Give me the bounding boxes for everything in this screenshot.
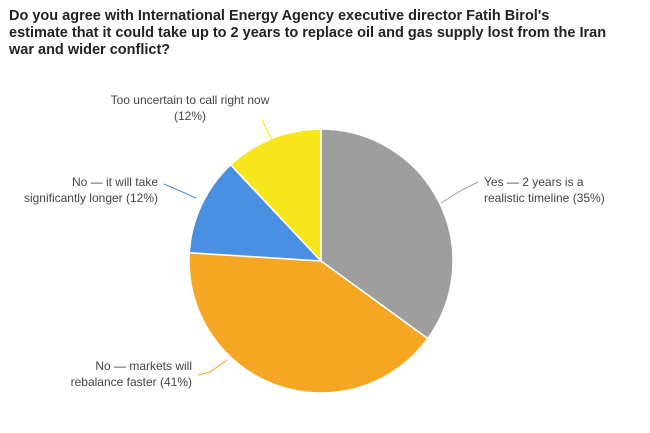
slice-label: Too uncertain to call right now (12%) [110,93,270,123]
pie-slice [320,128,454,340]
chart-title: Do you agree with International Energy A… [9,8,607,58]
pie-slice [188,163,323,262]
pie-slice [188,251,429,394]
leader-line [163,183,197,199]
leader-line [197,359,228,376]
leader-line [440,181,479,204]
slice-label: No — it will take significantly longer (… [23,175,158,205]
pie-slice [229,128,322,263]
leader-line [261,119,273,141]
slice-label: Yes — 2 years is a realistic timeline (3… [484,175,605,205]
slice-label: No — markets will rebalance faster (41%) [70,359,192,389]
